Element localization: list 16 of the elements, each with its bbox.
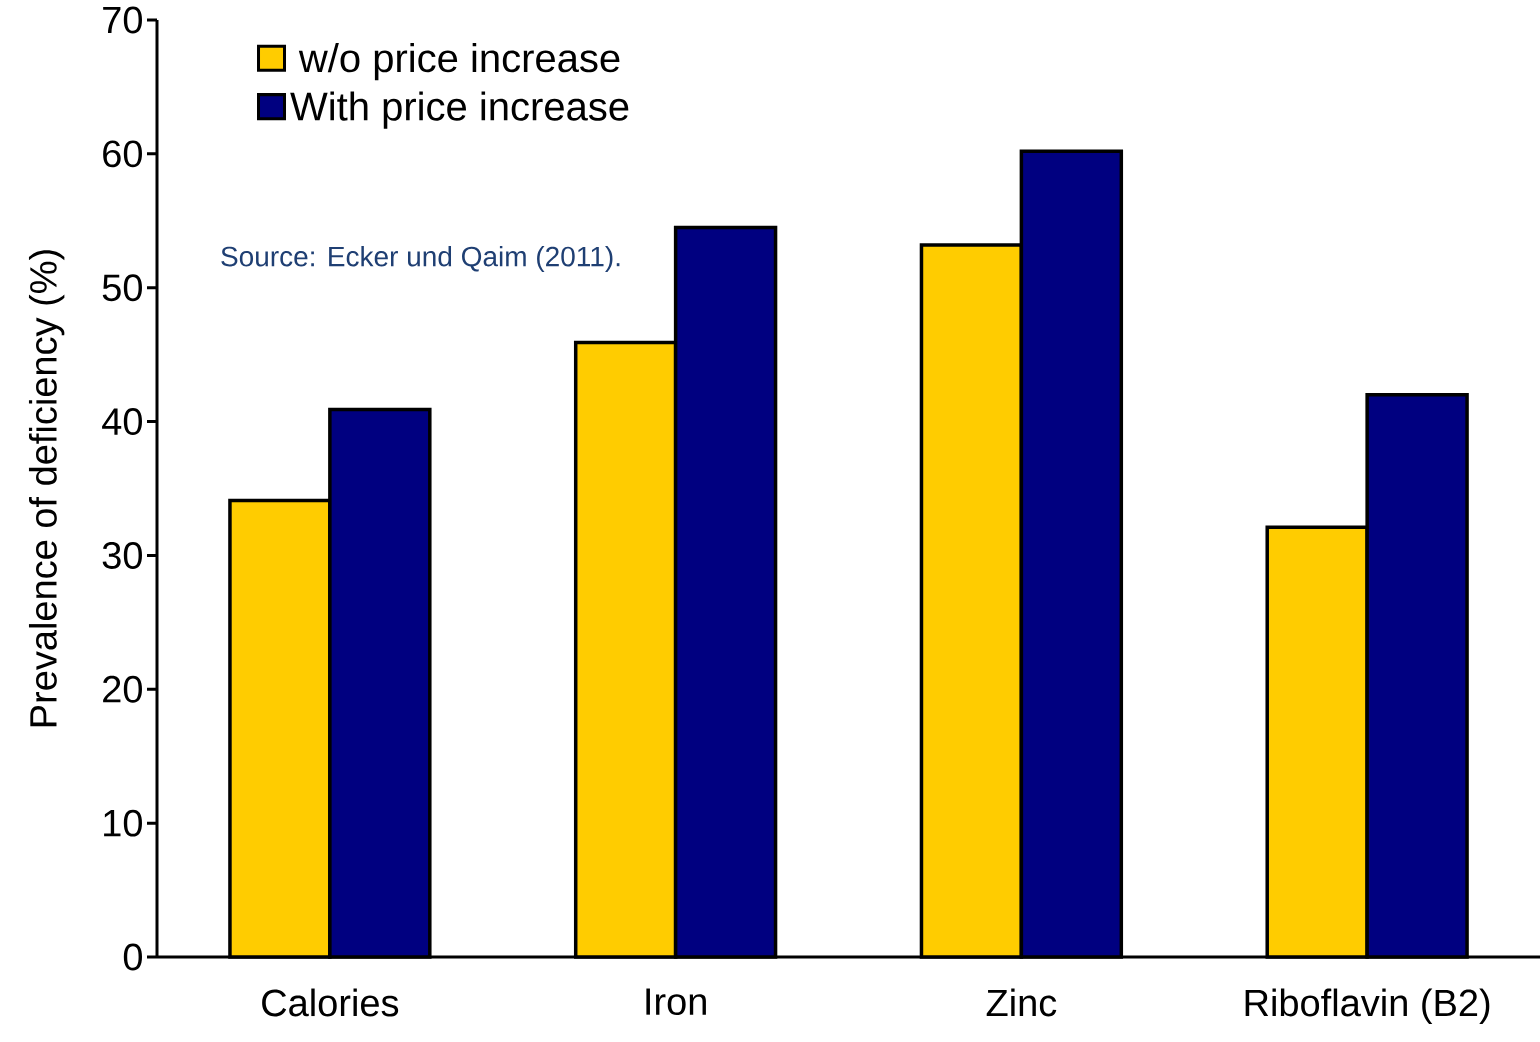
legend-label: With price increase <box>290 91 629 129</box>
y-axis-title: Prevalence of deficiency (%) <box>28 250 65 727</box>
y-tick-label: 10 <box>104 809 142 837</box>
y-tick-label: 40 <box>102 408 142 436</box>
y-tick-label: 50 <box>102 274 142 302</box>
y-tick-label: 20 <box>103 675 142 703</box>
x-tick-label: Zinc <box>986 988 1057 1017</box>
x-tick-label: Riboflavin (B2) <box>1245 988 1490 1024</box>
y-tick-label: 0 <box>123 943 142 971</box>
x-tick-label: Iron <box>646 988 706 1016</box>
annotation: Source: Ecker und Qaim (2011). <box>221 245 620 272</box>
x-tick-label: Calories <box>262 988 399 1017</box>
legend-label: w/o price increase <box>298 42 620 81</box>
y-tick-label: 70 <box>103 6 142 34</box>
y-tick-label: 60 <box>103 140 142 168</box>
y-tick-label: 30 <box>102 541 142 569</box>
